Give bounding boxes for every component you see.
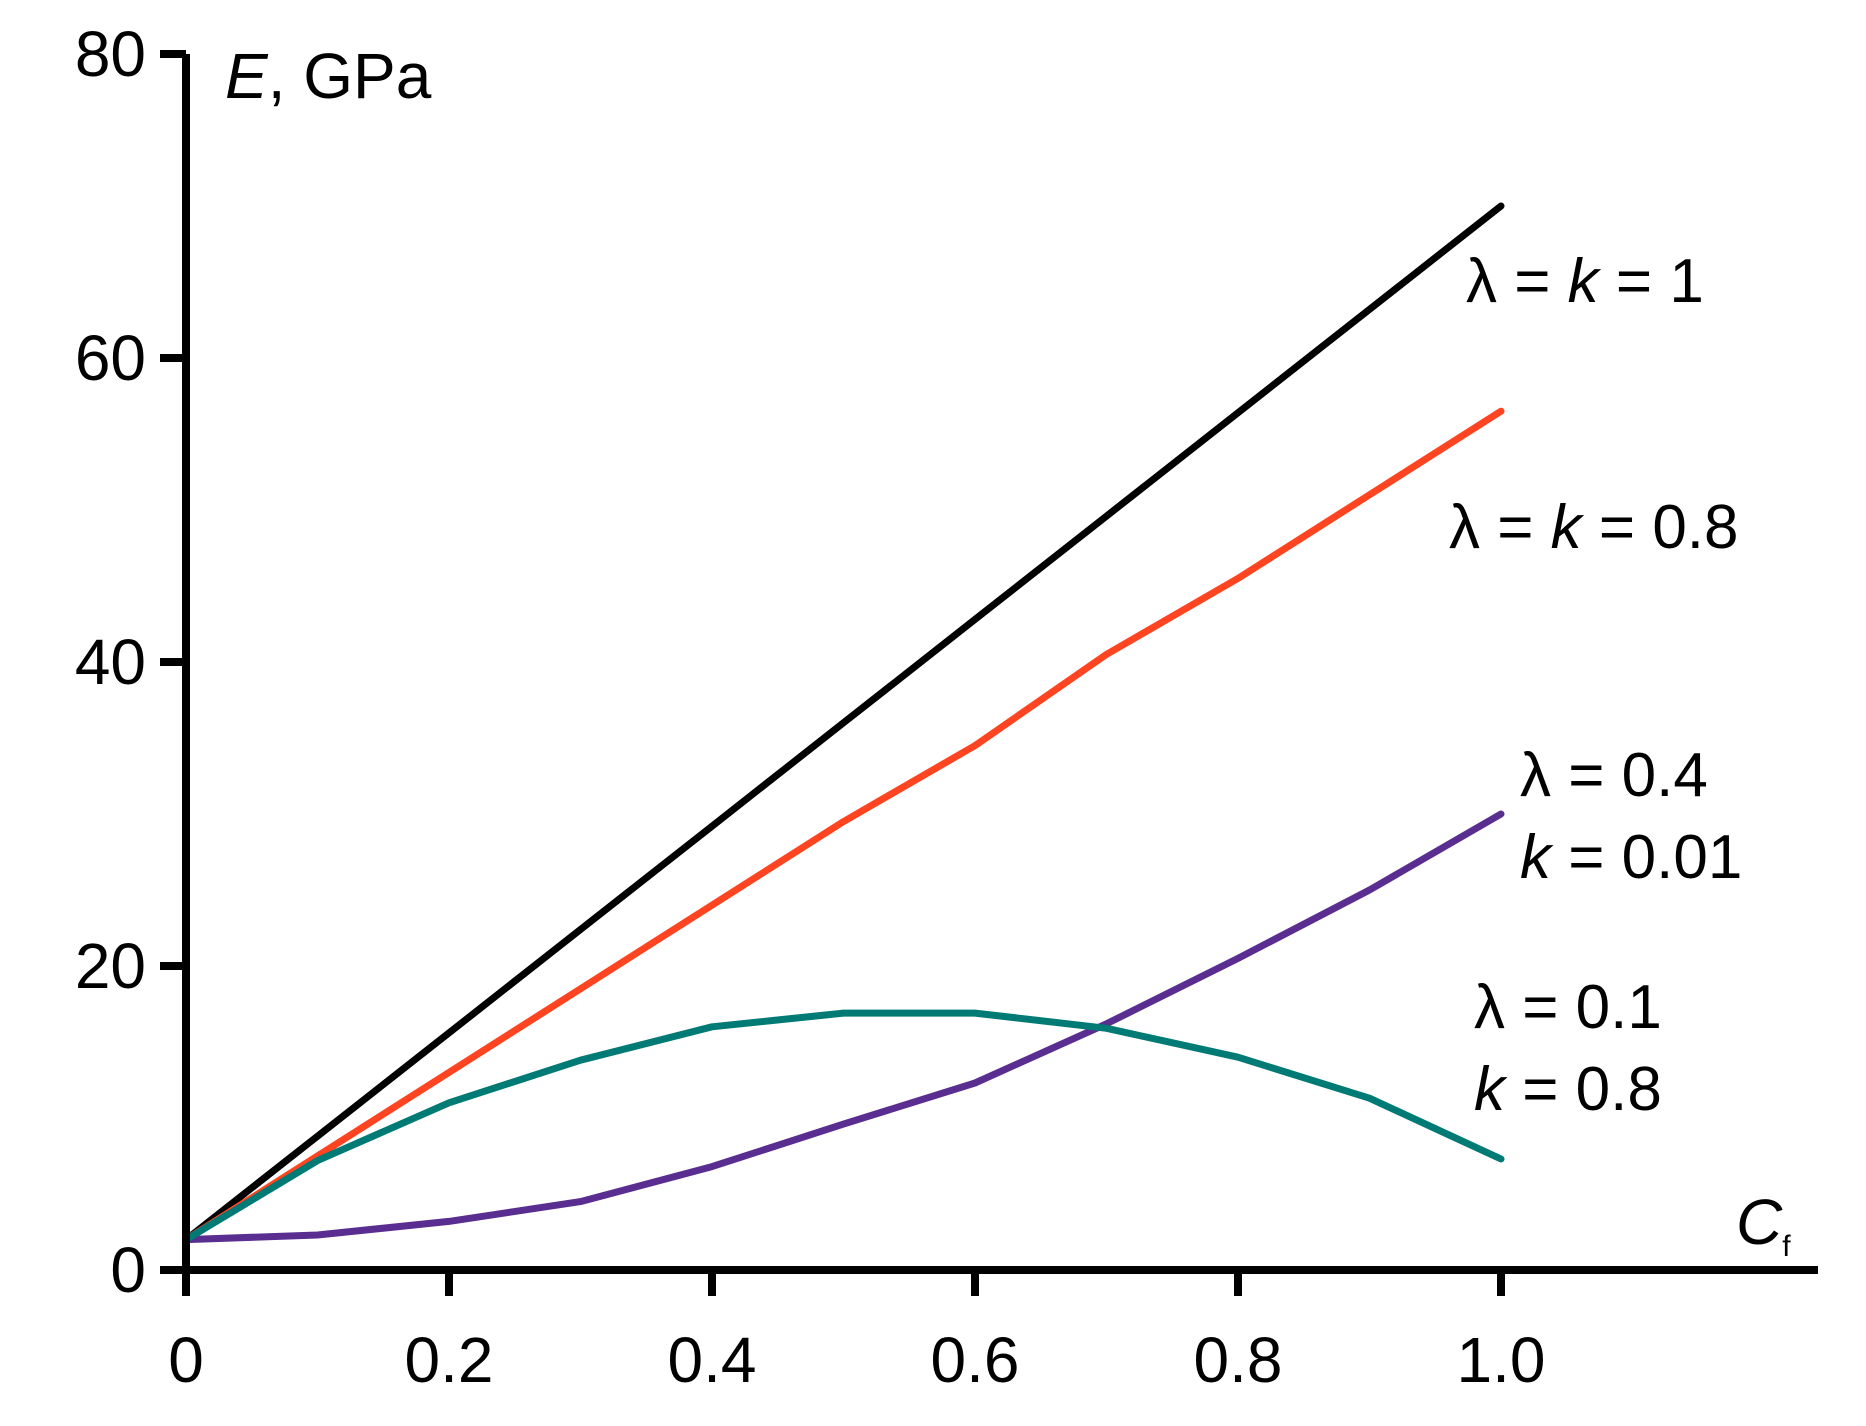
x-axis-subscript: f — [1782, 1230, 1791, 1263]
x-tick-label: 0.8 — [1194, 1324, 1283, 1396]
y-axis-unit: , GPa — [268, 40, 432, 112]
series-line-1 — [182, 202, 1505, 1244]
series-labels: λ = k = 1 λ = k = 0.8 λ = 0.4 k = 0.01 λ = 0… — [1449, 247, 1742, 1124]
series-line-3 — [182, 810, 1505, 1244]
x-tick-label: 0.2 — [405, 1324, 494, 1396]
x-axis-title: Cf — [1736, 1186, 1791, 1263]
y-tick-label: 0 — [110, 1234, 146, 1306]
y-axis-symbol: E — [225, 40, 269, 112]
series-label-2: λ = k = 0.8 — [1449, 493, 1739, 562]
x-tick-label: 0 — [168, 1324, 204, 1396]
y-tick-label: 80 — [75, 18, 146, 90]
series-label-3: λ = 0.4 k = 0.01 — [1520, 741, 1742, 892]
series-label-4: λ = 0.1 k = 0.8 — [1474, 973, 1662, 1124]
y-tick-label: 20 — [75, 930, 146, 1002]
x-tick-label: 0.4 — [668, 1324, 757, 1396]
axes: 0 0.2 0.4 0.6 0.8 1.0 0 20 40 60 80 — [75, 18, 1818, 1396]
y-axis-title: E, GPa — [225, 40, 432, 112]
series-label-1: λ = k = 1 — [1466, 247, 1704, 316]
x-tick-label: 1.0 — [1457, 1324, 1546, 1396]
series-lines — [182, 202, 1505, 1244]
x-tick-label: 0.6 — [931, 1324, 1020, 1396]
series-line-4 — [182, 1009, 1505, 1244]
x-axis-symbol: C — [1736, 1186, 1783, 1258]
y-tick-label: 60 — [75, 322, 146, 394]
y-tick-label: 40 — [75, 626, 146, 698]
series-line-2 — [182, 407, 1505, 1244]
